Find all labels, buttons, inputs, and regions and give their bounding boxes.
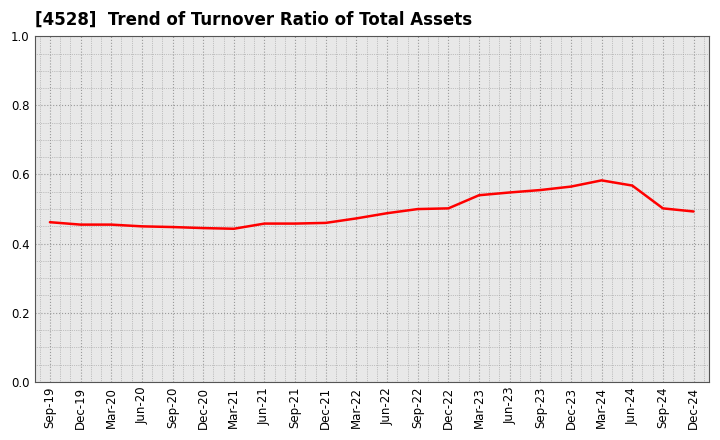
Text: [4528]  Trend of Turnover Ratio of Total Assets: [4528] Trend of Turnover Ratio of Total … — [35, 11, 472, 29]
